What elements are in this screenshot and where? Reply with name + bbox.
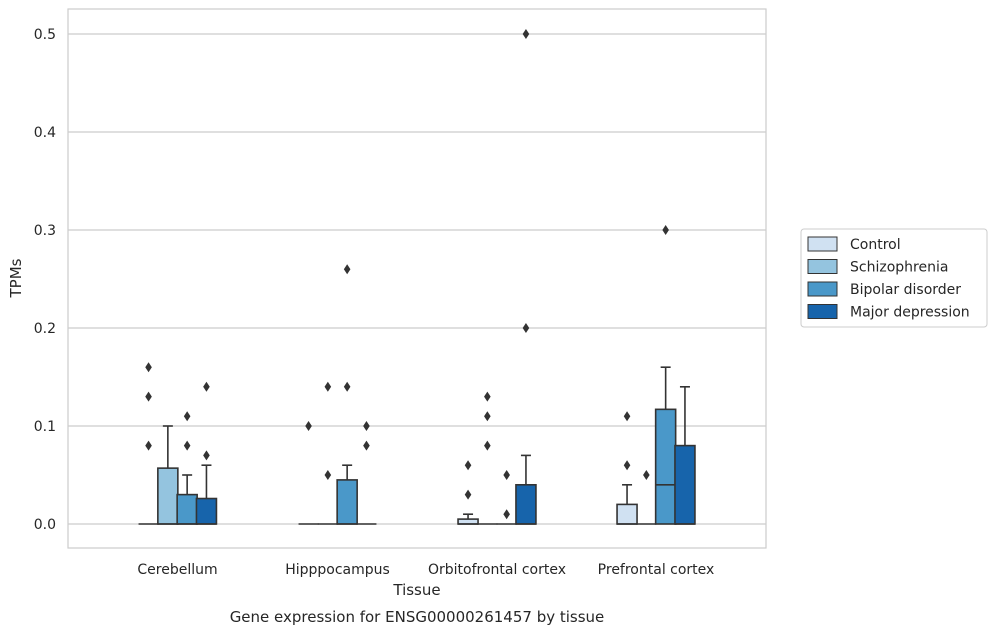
series-schizophrenia [157, 381, 657, 525]
x-tick-label: Orbitofrontal cortex [428, 562, 566, 578]
box [195, 381, 218, 525]
box-body [616, 503, 638, 525]
legend-swatch [807, 304, 838, 319]
legend-label: Schizophrenia [850, 260, 948, 276]
outlier-point [145, 362, 152, 373]
series-major-depression [195, 29, 696, 525]
y-tick-labels: 0.0 0.1 0.2 0.3 0.4 0.5 [34, 27, 56, 533]
y-tick-label: 0.2 [34, 321, 56, 337]
box [157, 425, 179, 525]
y-tick-label: 0.0 [34, 517, 56, 533]
outlier-point [203, 450, 210, 461]
box [496, 470, 517, 525]
outlier-point [145, 391, 152, 402]
outlier-point [363, 421, 370, 431]
box-body [157, 467, 179, 525]
box [138, 362, 159, 525]
box [356, 421, 377, 525]
plot-background [68, 9, 766, 548]
box-body [654, 408, 677, 525]
outlier-point [183, 411, 191, 422]
box [457, 460, 479, 525]
box-body [336, 479, 358, 525]
outlier-point [145, 440, 152, 451]
outlier-point [324, 470, 332, 480]
outlier-point [623, 460, 631, 471]
legend-frame [800, 228, 988, 328]
legend-swatch [807, 281, 838, 297]
box [515, 29, 537, 525]
y-tick-label: 0.3 [34, 223, 56, 239]
box [616, 411, 638, 525]
box [477, 391, 498, 525]
box [317, 381, 338, 525]
outlier-point [343, 381, 351, 392]
box-body [515, 483, 537, 525]
box-series [138, 29, 696, 525]
series-control [138, 362, 638, 525]
legend-label: Control [850, 237, 901, 253]
outlier-point [623, 411, 631, 422]
y-tick-label: 0.5 [34, 27, 56, 43]
outlier-point [503, 509, 510, 520]
outlier-point [484, 411, 491, 422]
outlier-point [464, 489, 472, 500]
outlier-point [305, 421, 312, 431]
outlier-point [363, 440, 370, 451]
outlier-point [522, 323, 530, 333]
box [654, 225, 677, 525]
outlier-point [662, 225, 669, 235]
series-bipolar-disorder [176, 225, 677, 525]
x-tick-label: Prefrontal cortex [598, 562, 715, 578]
legend-label: Bipolar disorder [850, 282, 961, 298]
outlier-point [484, 391, 491, 402]
outlier-point [643, 470, 650, 480]
y-axis-label: TPMs [7, 258, 25, 298]
box [336, 264, 358, 525]
box [674, 385, 696, 525]
plot-frame [67, 8, 767, 549]
box-body [674, 444, 696, 525]
box-body [176, 493, 198, 525]
outlier-point [464, 460, 472, 471]
box [636, 470, 657, 525]
box-body [195, 497, 218, 525]
outlier-point [324, 381, 332, 392]
outlier-point [484, 440, 491, 451]
box [176, 411, 198, 525]
outlier-point [503, 470, 510, 480]
legend: Control Schizophrenia Bipolar disorder Majo… [800, 228, 988, 328]
legend-swatch [807, 236, 838, 252]
box [298, 421, 319, 525]
x-tick-label: Hipppocampus [285, 562, 390, 578]
outlier-point [183, 440, 191, 451]
outlier-point [522, 29, 530, 39]
x-tick-labels: Cerebellum Hipppocampus Orbitofrontal cort… [137, 562, 714, 578]
y-tick-label: 0.4 [34, 125, 56, 141]
y-tick-label: 0.1 [34, 419, 56, 435]
x-tick-label: Cerebellum [137, 562, 217, 578]
chart-caption: Gene expression for ENSG00000261457 by t… [230, 608, 605, 626]
outlier-point [343, 264, 351, 275]
x-axis-label: Tissue [392, 581, 440, 599]
legend-swatch [807, 259, 838, 274]
legend-label: Major depression [850, 305, 970, 321]
outlier-point [203, 381, 210, 392]
